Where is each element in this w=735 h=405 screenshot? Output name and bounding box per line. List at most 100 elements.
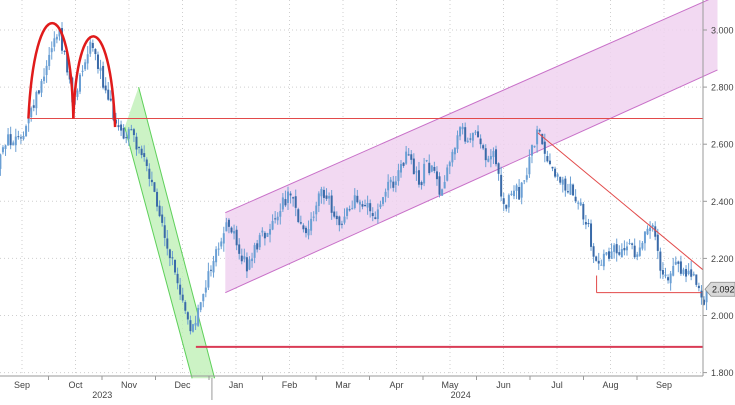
candle-body [602, 253, 605, 267]
candle-body [322, 189, 325, 198]
candle-body [382, 197, 385, 204]
candle-body [528, 157, 531, 175]
candle-body [505, 204, 508, 209]
candle-body [166, 238, 169, 249]
year-label: 2024 [451, 390, 471, 400]
candle-body [197, 307, 200, 326]
candle-body [564, 178, 567, 191]
last-price-label: 2.092 [712, 285, 735, 295]
candle-body [294, 196, 297, 208]
green-channel-upper-line [138, 86, 216, 379]
candle-body [348, 209, 351, 211]
candle-body [536, 129, 539, 145]
candle-body [281, 197, 284, 210]
candle-body [394, 181, 397, 185]
candle-body [204, 287, 207, 293]
candle-body [654, 226, 657, 237]
candle-body [667, 277, 670, 281]
candle-body [592, 246, 595, 257]
x-tick-label: Apr [389, 380, 403, 390]
candle-body [697, 285, 700, 289]
candle-body [27, 116, 30, 124]
candle-body [143, 153, 146, 157]
candle-body [310, 218, 313, 231]
candle-body [328, 196, 331, 199]
candle-body [672, 265, 675, 276]
candle-body [690, 269, 693, 277]
candle-body [682, 269, 685, 275]
candle-body [245, 257, 248, 272]
candle-body [523, 180, 526, 182]
candle-body [4, 145, 7, 150]
candle-body [685, 268, 688, 277]
candle-body [487, 158, 490, 162]
candle-body [174, 259, 177, 273]
candle-body [656, 234, 659, 251]
candle-body [703, 299, 706, 305]
candle-body [541, 133, 544, 145]
candle-body [284, 199, 287, 206]
candle-body [340, 223, 343, 225]
candle-body [361, 204, 364, 207]
candle-body [358, 201, 361, 205]
candle-body [379, 204, 382, 208]
candle-body [548, 160, 551, 165]
candle-body [495, 149, 498, 165]
candle-body [595, 256, 598, 261]
candle-body [705, 289, 708, 303]
year-label: 2023 [92, 390, 112, 400]
candle-body [140, 148, 143, 156]
candle-body [559, 176, 562, 183]
candle-body [209, 269, 212, 271]
candle-body [125, 137, 128, 139]
candle-body [700, 290, 703, 298]
candle-body [376, 209, 379, 219]
candle-body [625, 246, 628, 251]
candle-body [646, 228, 649, 235]
candle-body [1, 147, 4, 153]
purple-channel-upper-line [225, 0, 710, 214]
candle-body [25, 126, 28, 137]
candle-body [556, 174, 559, 177]
candle-body [566, 191, 569, 193]
candle-body [638, 247, 641, 256]
x-tick-label: Sep [656, 380, 672, 390]
candle-body [176, 273, 179, 284]
candle-body [453, 147, 456, 155]
y-tick-label: 2.000 [711, 311, 734, 321]
candle-body [538, 129, 541, 132]
candle-body [497, 163, 500, 174]
candle-body [207, 271, 210, 288]
green-channel-lower-line [124, 126, 193, 379]
candle-body [17, 136, 20, 138]
candle-body [664, 274, 667, 277]
candle-body [669, 273, 672, 284]
candle-body [243, 256, 246, 260]
candle-body [446, 167, 449, 181]
candle-body [600, 264, 603, 266]
candle-body [215, 249, 218, 263]
candle-body [289, 193, 292, 196]
candle-body [225, 222, 228, 232]
y-tick-label: 3.000 [711, 26, 734, 36]
candle-body [148, 168, 151, 179]
candle-body [374, 217, 377, 220]
candle-body [582, 203, 585, 220]
candle-body [692, 273, 695, 276]
candle-body [579, 202, 582, 206]
candle-body [227, 219, 230, 227]
candle-body [502, 198, 505, 204]
candle-body [0, 154, 2, 169]
candle-body [515, 185, 518, 191]
x-tick-label: May [441, 380, 459, 390]
candle-body [333, 211, 336, 217]
candle-body [302, 225, 305, 230]
candle-body [420, 182, 423, 186]
candle-body [102, 65, 105, 88]
candle-body [338, 216, 341, 226]
candle-body [238, 244, 241, 254]
x-tick-label: Oct [68, 380, 83, 390]
candle-body [263, 232, 266, 239]
candle-body [99, 67, 102, 71]
